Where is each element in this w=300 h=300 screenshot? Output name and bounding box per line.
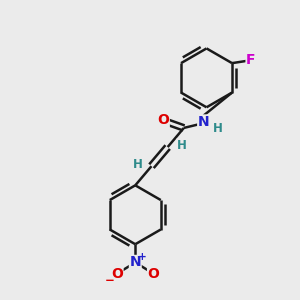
Text: O: O — [111, 267, 123, 281]
Text: N: N — [130, 256, 141, 269]
Text: O: O — [148, 267, 160, 281]
Text: H: H — [212, 122, 222, 135]
Text: F: F — [246, 53, 256, 67]
Text: O: O — [157, 113, 169, 127]
Text: +: + — [137, 252, 146, 262]
Text: −: − — [105, 274, 115, 286]
Text: H: H — [177, 139, 187, 152]
Text: H: H — [132, 158, 142, 171]
Text: N: N — [198, 115, 209, 129]
